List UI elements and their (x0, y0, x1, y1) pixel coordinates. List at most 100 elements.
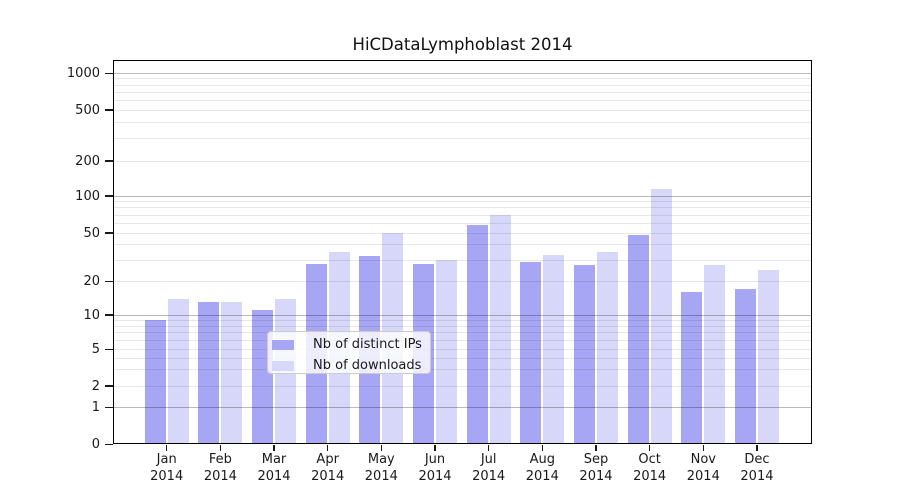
grid-line-minor (113, 121, 812, 123)
y-tick-mark (105, 195, 113, 197)
y-tick-label: 100 (75, 188, 100, 204)
y-tick-mark (105, 72, 113, 75)
legend-item-distinct-ips: Nb of distinct IPs (272, 337, 430, 353)
y-tick-label: 200 (75, 153, 100, 169)
bar-distinct-ips-nov (681, 292, 703, 444)
grid-line-minor (113, 348, 812, 350)
y-tick-mark (105, 385, 113, 387)
grid-line-minor (113, 259, 812, 261)
grid-line-minor (113, 369, 812, 371)
grid-line-major (113, 406, 812, 408)
y-tick-mark (105, 314, 113, 316)
grid-line-minor (113, 99, 812, 101)
grid-line-minor (113, 91, 812, 93)
bar-distinct-ips-oct (627, 234, 649, 444)
bar-downloads-feb (221, 302, 243, 444)
bar-downloads-oct (650, 188, 672, 444)
x-tick-mark (595, 444, 597, 451)
y-tick-mark (105, 406, 113, 409)
x-tick-label-aug: Aug 2014 (525, 452, 559, 484)
x-tick-label-apr: Apr 2014 (311, 452, 345, 484)
bar-downloads-jul (489, 214, 511, 444)
y-tick-label: 1000 (66, 65, 100, 81)
grid-line-minor (113, 232, 812, 234)
x-tick-label-nov: Nov 2014 (686, 452, 720, 484)
x-tick-mark (434, 444, 436, 451)
y-tick-label: 2 (91, 378, 100, 394)
legend-item-downloads: Nb of downloads (272, 358, 430, 374)
x-tick-mark (648, 444, 651, 451)
grid-line-minor (113, 319, 812, 321)
grid-line-major (113, 72, 812, 74)
x-tick-mark (702, 444, 705, 451)
bar-downloads-jan (167, 298, 189, 444)
grid-line-minor (113, 160, 812, 162)
x-tick-label-jan: Jan 2014 (150, 452, 184, 484)
x-tick-mark (219, 444, 222, 451)
y-tick-label: 500 (75, 102, 100, 118)
bar-downloads-aug (543, 254, 565, 444)
grid-line-minor (113, 109, 812, 111)
grid-line-minor (113, 281, 812, 283)
legend-label-distinct-ips: Nb of distinct IPs (313, 337, 422, 352)
bar-downloads-sep (596, 251, 618, 444)
y-tick-label: 50 (83, 225, 100, 241)
bar-distinct-ips-feb (198, 302, 220, 444)
legend-label-downloads: Nb of downloads (313, 358, 422, 373)
bar-downloads-dec (757, 269, 779, 444)
y-tick-mark (105, 232, 113, 234)
x-tick-mark (756, 444, 758, 451)
grid-line-minor (113, 78, 812, 80)
plot-area (113, 60, 812, 444)
bar-distinct-ips-aug (520, 261, 542, 444)
grid-line-minor (113, 332, 812, 334)
grid-line-major (113, 195, 812, 197)
x-tick-mark (541, 444, 544, 451)
chart-title: HiCDataLymphoblast 2014 (352, 35, 573, 54)
bar-distinct-ips-jan (144, 319, 166, 444)
x-tick-mark (380, 444, 383, 451)
grid-line-minor (113, 325, 812, 327)
grid-line-minor (113, 357, 812, 359)
x-tick-label-sep: Sep 2014 (579, 452, 613, 484)
x-tick-label-jun: Jun 2014 (418, 452, 452, 484)
y-tick-mark (105, 280, 113, 283)
x-tick-mark (487, 444, 490, 451)
grid-line-minor (113, 339, 812, 341)
bar-distinct-ips-dec (734, 289, 756, 444)
x-tick-label-dec: Dec 2014 (740, 452, 774, 484)
y-tick-label: 5 (91, 341, 100, 357)
legend: Nb of distinct IPs Nb of downloads (267, 331, 431, 374)
grid-line-minor (113, 207, 812, 209)
y-tick-label: 20 (83, 274, 100, 290)
grid-line-minor (113, 137, 812, 139)
y-tick-mark (105, 443, 113, 446)
grid-line-minor (113, 244, 812, 246)
y-tick-label: 1 (91, 399, 100, 415)
grid-line-minor (113, 222, 812, 224)
x-tick-label-mar: Mar 2014 (257, 452, 291, 484)
y-tick-label: 0 (91, 436, 100, 452)
y-tick-mark (105, 109, 113, 111)
grid-line-minor (113, 214, 812, 216)
y-tick-mark (105, 348, 113, 351)
grid-line-major (113, 314, 812, 316)
x-tick-label-oct: Oct 2014 (633, 452, 667, 484)
bar-downloads-nov (704, 265, 726, 444)
y-tick-mark (105, 160, 113, 162)
x-tick-label-jul: Jul 2014 (472, 452, 506, 484)
grid-line-minor (113, 201, 812, 203)
x-tick-mark (273, 444, 275, 451)
y-tick-label: 10 (83, 307, 100, 323)
bar-distinct-ips-sep (573, 265, 595, 444)
legend-swatch-downloads (272, 360, 294, 372)
legend-swatch-ips (272, 339, 294, 351)
grid-line-minor (113, 84, 812, 86)
x-tick-mark (165, 444, 168, 451)
bar-downloads-jun (436, 259, 457, 444)
x-tick-mark (326, 444, 329, 451)
grid-line-minor (113, 385, 812, 387)
bar-distinct-ips-jul (466, 224, 488, 444)
x-tick-label-may: May 2014 (364, 452, 398, 484)
